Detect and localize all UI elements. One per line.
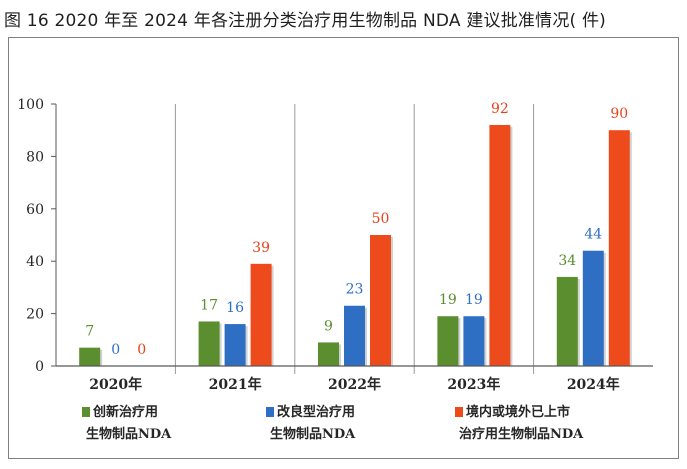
- legend-label-line1: 改良型治疗用: [277, 405, 356, 420]
- legend-label-line1: 境内或境外已上市: [466, 405, 571, 420]
- data-label: 9: [324, 318, 333, 334]
- bar-shadow: [271, 265, 274, 366]
- legend-label-line2: 治疗用生物制品NDA: [459, 427, 584, 442]
- bar: [463, 316, 485, 366]
- bar: [556, 276, 578, 366]
- bar-shadow: [629, 132, 632, 366]
- legend-item-improved: 改良型治疗用 生物制品NDA: [266, 402, 355, 446]
- bar-shadow: [100, 349, 103, 366]
- bar: [582, 250, 604, 366]
- data-label: 44: [584, 227, 602, 243]
- bar: [198, 321, 220, 366]
- data-label: 19: [439, 292, 457, 308]
- bar: [370, 235, 391, 366]
- x-tick-label: 2020年: [89, 376, 142, 393]
- x-tick-label: 2024年: [567, 376, 620, 393]
- y-tick-label: 40: [26, 254, 44, 270]
- y-tick-label: 0: [35, 359, 44, 375]
- data-label: 50: [372, 211, 390, 227]
- y-tick-label: 60: [26, 202, 44, 218]
- bar: [489, 124, 511, 367]
- data-label: 23: [346, 282, 364, 298]
- legend-label-line2: 生物制品NDA: [86, 427, 172, 442]
- bar: [250, 263, 272, 366]
- legend-swatch-innovative: [82, 407, 90, 417]
- data-label: 92: [491, 101, 509, 117]
- bar-shadow: [245, 326, 248, 366]
- bar: [318, 342, 339, 366]
- data-label: 17: [200, 297, 218, 313]
- bar: [344, 305, 365, 366]
- y-tick-label: 20: [26, 307, 44, 323]
- bar-shadow: [577, 278, 580, 366]
- bar-shadow: [484, 318, 487, 366]
- bar-shadow: [219, 323, 222, 366]
- legend-label-line2: 生物制品NDA: [270, 427, 356, 442]
- x-tick-label: 2023年: [447, 376, 500, 393]
- data-label: 90: [610, 106, 628, 122]
- data-label: 39: [252, 240, 270, 256]
- data-label: 34: [558, 253, 576, 269]
- y-tick-label: 100: [17, 97, 44, 113]
- bar-shadow: [458, 318, 461, 366]
- bar-shadow: [603, 252, 606, 366]
- bar: [437, 316, 459, 366]
- legend-swatch-improved: [266, 407, 274, 417]
- bar: [79, 347, 101, 366]
- bar-shadow: [510, 126, 513, 367]
- legend-item-marketed: 境内或境外已上市 治疗用生物制品NDA: [455, 402, 583, 446]
- y-tick-label: 80: [26, 149, 44, 165]
- data-label: 0: [137, 342, 146, 358]
- x-tick-label: 2021年: [209, 376, 262, 393]
- bar: [608, 130, 630, 366]
- bar-shadow: [339, 344, 341, 366]
- legend-swatch-marketed: [455, 407, 463, 417]
- data-label: 0: [111, 342, 120, 358]
- figure-title: 图 16 2020 年至 2024 年各注册分类治疗用生物制品 NDA 建议批准…: [4, 11, 606, 31]
- data-label: 16: [226, 300, 244, 316]
- chart-frame: [8, 37, 679, 459]
- x-tick-label: 2022年: [328, 376, 381, 393]
- bar-shadow: [365, 307, 367, 366]
- legend-label-line1: 创新治疗用: [93, 405, 159, 420]
- legend-item-innovative: 创新治疗用 生物制品NDA: [82, 402, 171, 446]
- data-label: 19: [465, 292, 483, 308]
- data-label: 7: [85, 324, 94, 340]
- bar: [224, 324, 246, 366]
- bar-shadow: [391, 237, 393, 366]
